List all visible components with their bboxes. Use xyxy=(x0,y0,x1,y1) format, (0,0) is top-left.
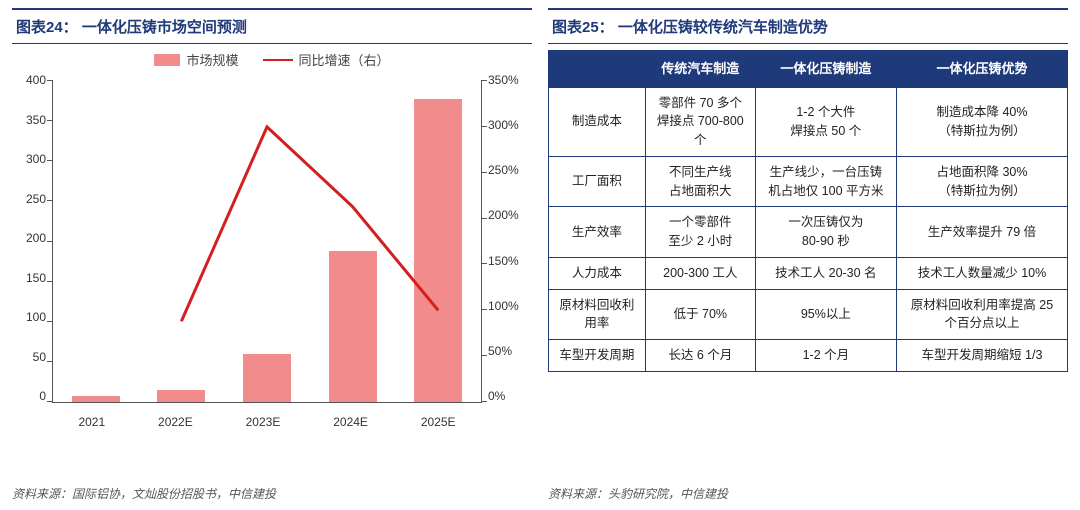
table-row: 制造成本零部件 70 多个焊接点 700-800个1-2 个大件焊接点 50 个… xyxy=(549,87,1068,156)
table-cell: 原材料回收利用率提高 25个百分点以上 xyxy=(896,289,1067,340)
axis-tick-label: 0 xyxy=(12,389,46,403)
axis-tick-label: 0% xyxy=(488,389,532,403)
chart-area: 400 350 300 250 200 150 100 50 0 350% 300% 250% 200… xyxy=(12,73,532,433)
table-cell: 不同生产线占地面积大 xyxy=(645,156,755,207)
x-tick-label: 2022E xyxy=(158,415,193,429)
row-header-cell: 人力成本 xyxy=(549,257,646,289)
table-container: 传统汽车制造一体化压铸制造一体化压铸优势 制造成本零部件 70 多个焊接点 70… xyxy=(548,50,1068,481)
comparison-table: 传统汽车制造一体化压铸制造一体化压铸优势 制造成本零部件 70 多个焊接点 70… xyxy=(548,50,1068,372)
table-row: 原材料回收利用率低于 70%95%以上原材料回收利用率提高 25个百分点以上 xyxy=(549,289,1068,340)
y-axis-left: 400 350 300 250 200 150 100 50 0 xyxy=(12,73,46,403)
table-row: 生产效率一个零部件至少 2 小时一次压铸仅为80-90 秒生产效率提升 79 倍 xyxy=(549,207,1068,258)
x-axis-labels: 2021 2022E 2023E 2024E 2025E xyxy=(52,415,482,429)
axis-tick-label: 200 xyxy=(12,231,46,245)
table-row: 人力成本200-300 工人技术工人 20-30 名技术工人数量减少 10% xyxy=(549,257,1068,289)
axis-tick-label: 350 xyxy=(12,113,46,127)
table-cell: 占地面积降 30%（特斯拉为例） xyxy=(896,156,1067,207)
table-row: 车型开发周期长达 6 个月1-2 个月车型开发周期缩短 1/3 xyxy=(549,340,1068,372)
right-panel: 图表25： 一体化压铸较传统汽车制造优势 传统汽车制造一体化压铸制造一体化压铸优… xyxy=(548,8,1068,502)
line-swatch xyxy=(263,59,293,61)
axis-tick-label: 250% xyxy=(488,163,532,177)
table-header-cell xyxy=(549,51,646,88)
table-cell: 零部件 70 多个焊接点 700-800个 xyxy=(645,87,755,156)
table-cell: 技术工人 20-30 名 xyxy=(755,257,896,289)
growth-line xyxy=(53,81,481,402)
table-cell: 制造成本降 40%（特斯拉为例） xyxy=(896,87,1067,156)
row-header-cell: 原材料回收利用率 xyxy=(549,289,646,340)
chart-legend: 市场规模 同比增速（右） xyxy=(12,50,532,69)
axis-tick-label: 400 xyxy=(12,73,46,87)
table-body: 制造成本零部件 70 多个焊接点 700-800个1-2 个大件焊接点 50 个… xyxy=(549,87,1068,371)
right-title: 图表25： 一体化压铸较传统汽车制造优势 xyxy=(548,8,1068,44)
legend-bar: 市场规模 xyxy=(154,50,238,69)
table-header-row: 传统汽车制造一体化压铸制造一体化压铸优势 xyxy=(549,51,1068,88)
table-cell: 生产线少，一台压铸机占地仅 100 平方米 xyxy=(755,156,896,207)
table-cell: 1-2 个大件焊接点 50 个 xyxy=(755,87,896,156)
x-tick-label: 2021 xyxy=(78,415,105,429)
bar-swatch xyxy=(154,54,180,66)
table-cell: 长达 6 个月 xyxy=(645,340,755,372)
axis-tick-label: 200% xyxy=(488,208,532,222)
plot-area xyxy=(52,81,482,403)
axis-tick-label: 50% xyxy=(488,344,532,358)
x-tick-label: 2025E xyxy=(421,415,456,429)
table-cell: 200-300 工人 xyxy=(645,257,755,289)
table-header-cell: 一体化压铸制造 xyxy=(755,51,896,88)
chart-container: 市场规模 同比增速（右） 400 350 300 250 200 150 100 50 0 35… xyxy=(12,50,532,481)
table-row: 工厂面积不同生产线占地面积大生产线少，一台压铸机占地仅 100 平方米占地面积降… xyxy=(549,156,1068,207)
row-header-cell: 车型开发周期 xyxy=(549,340,646,372)
legend-line-label: 同比增速（右） xyxy=(299,50,390,69)
table-cell: 一次压铸仅为80-90 秒 xyxy=(755,207,896,258)
y-axis-right: 350% 300% 250% 200% 150% 100% 50% 0% xyxy=(488,73,532,403)
row-header-cell: 生产效率 xyxy=(549,207,646,258)
row-header-cell: 工厂面积 xyxy=(549,156,646,207)
x-tick-label: 2024E xyxy=(333,415,368,429)
table-cell: 低于 70% xyxy=(645,289,755,340)
table-cell: 生产效率提升 79 倍 xyxy=(896,207,1067,258)
axis-tick-label: 100% xyxy=(488,299,532,313)
table-header-cell: 传统汽车制造 xyxy=(645,51,755,88)
left-source: 资料来源：国际铝协，文灿股份招股书，中信建投 xyxy=(12,485,532,502)
table-cell: 95%以上 xyxy=(755,289,896,340)
legend-line: 同比增速（右） xyxy=(263,50,390,69)
axis-tick-label: 300% xyxy=(488,118,532,132)
growth-polyline xyxy=(181,127,438,321)
axis-tick-label: 150 xyxy=(12,271,46,285)
axis-tick-label: 150% xyxy=(488,254,532,268)
axis-tick-label: 300 xyxy=(12,152,46,166)
table-header-cell: 一体化压铸优势 xyxy=(896,51,1067,88)
x-tick-label: 2023E xyxy=(246,415,281,429)
table-cell: 车型开发周期缩短 1/3 xyxy=(896,340,1067,372)
legend-bar-label: 市场规模 xyxy=(186,50,238,69)
table-cell: 技术工人数量减少 10% xyxy=(896,257,1067,289)
left-title: 图表24： 一体化压铸市场空间预测 xyxy=(12,8,532,44)
row-header-cell: 制造成本 xyxy=(549,87,646,156)
table-cell: 1-2 个月 xyxy=(755,340,896,372)
ticks-right xyxy=(481,81,487,402)
axis-tick-label: 350% xyxy=(488,73,532,87)
left-panel: 图表24： 一体化压铸市场空间预测 市场规模 同比增速（右） 400 350 300… xyxy=(12,8,532,502)
axis-tick-label: 100 xyxy=(12,310,46,324)
axis-tick-label: 50 xyxy=(12,350,46,364)
table-cell: 一个零部件至少 2 小时 xyxy=(645,207,755,258)
right-source: 资料来源：头豹研究院，中信建投 xyxy=(548,485,1068,502)
axis-tick-label: 250 xyxy=(12,192,46,206)
